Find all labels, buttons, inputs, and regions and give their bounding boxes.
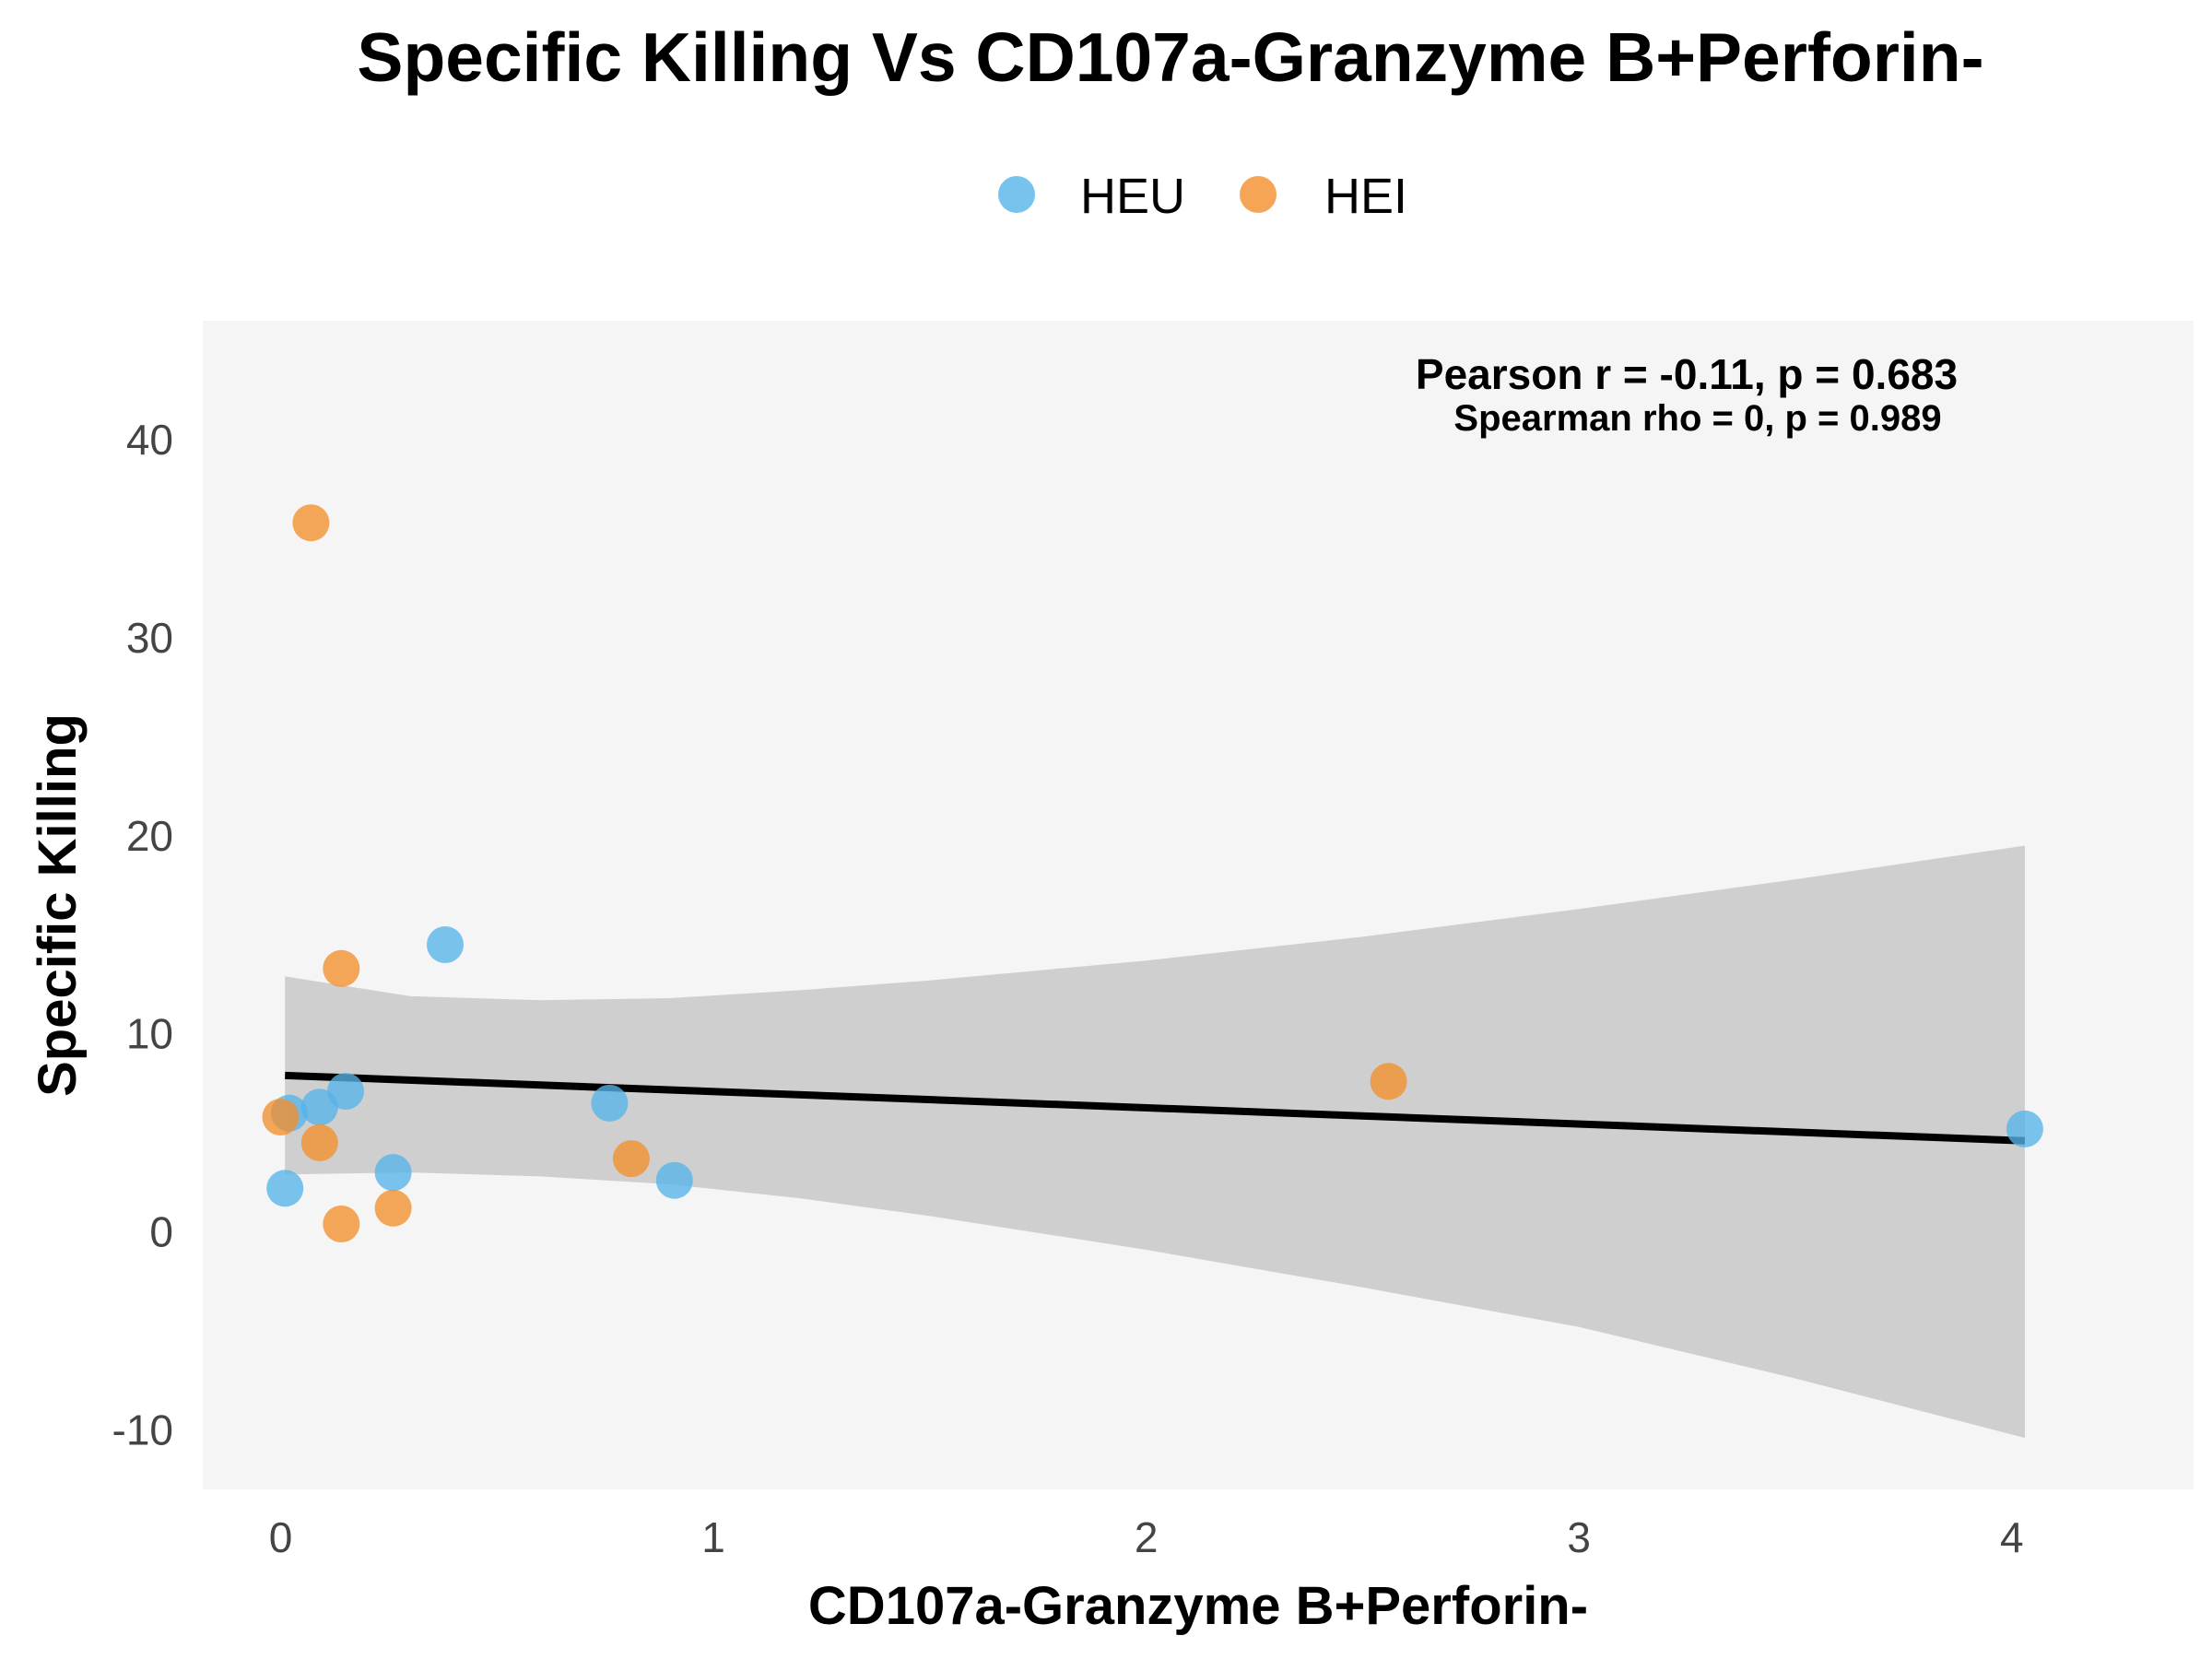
pearson-annotation: Pearson r = -0.11, p = 0.683 <box>1416 350 1958 398</box>
data-point-hei <box>374 1189 412 1227</box>
data-point-hei <box>1370 1063 1407 1100</box>
x-tick-label: 2 <box>1135 1513 1159 1561</box>
data-point-heu <box>374 1154 412 1192</box>
x-tick-label: 3 <box>1567 1513 1591 1561</box>
data-point-hei <box>612 1140 650 1178</box>
ci-band-area <box>285 845 2025 1439</box>
y-tick-labels: -10 0 10 20 30 40 <box>112 416 173 1454</box>
y-tick-label: 10 <box>126 1010 173 1058</box>
x-tick-label: 1 <box>701 1513 725 1561</box>
x-tick-label: 4 <box>2000 1513 2024 1561</box>
x-tick-label: 0 <box>269 1513 293 1561</box>
spearman-annotation: Spearman rho = 0, p = 0.989 <box>1453 398 1941 439</box>
data-point-hei <box>292 504 330 542</box>
y-tick-label: 0 <box>149 1208 173 1256</box>
y-axis-title: Specific Killing <box>28 713 88 1097</box>
data-point-hei <box>262 1099 300 1135</box>
legend-label-heu: HEU <box>1080 169 1185 224</box>
legend-label-hei: HEI <box>1324 169 1407 224</box>
y-tick-label: 30 <box>126 614 173 662</box>
confidence-band <box>285 845 2025 1439</box>
data-point-hei <box>323 949 360 987</box>
data-point-heu <box>427 926 464 963</box>
legend-marker-hei <box>1240 176 1277 213</box>
y-tick-label: 20 <box>126 812 173 860</box>
data-point-heu <box>655 1161 693 1199</box>
regression-line <box>285 1071 2026 1145</box>
data-point-hei <box>300 1124 338 1161</box>
y-tick-label: -10 <box>112 1406 173 1454</box>
data-point-heu <box>327 1073 364 1110</box>
data-point-heu <box>266 1170 304 1207</box>
data-points <box>262 504 2043 1242</box>
regression-line-segment <box>285 1071 2026 1145</box>
data-point-heu <box>2006 1110 2043 1147</box>
x-axis-title: CD107a-Granzyme B+Perforin- <box>808 1576 1588 1636</box>
y-tick-label: 40 <box>126 416 173 464</box>
chart-title: Specific Killing Vs CD107a-Granzyme B+Pe… <box>357 18 1983 96</box>
data-point-heu <box>591 1084 629 1122</box>
x-tick-labels: 0 1 2 3 4 <box>269 1513 2024 1561</box>
legend: HEU HEI <box>998 169 1407 224</box>
data-point-hei <box>323 1206 360 1242</box>
legend-marker-heu <box>998 176 1035 213</box>
